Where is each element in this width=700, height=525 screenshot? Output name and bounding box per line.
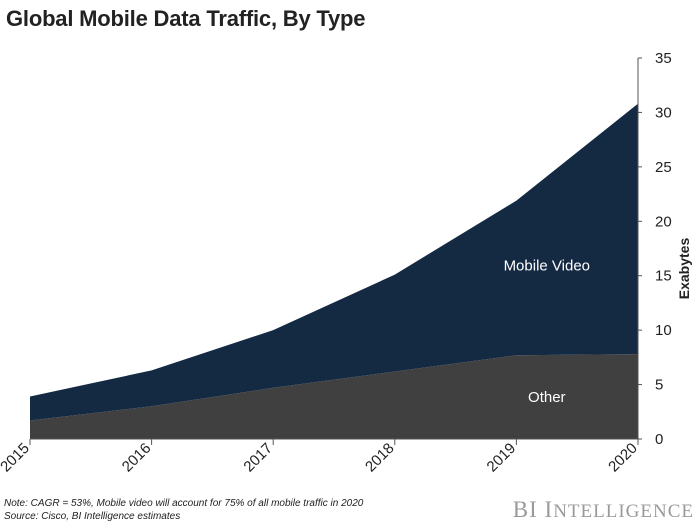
x-tick-label: 2018 (362, 440, 398, 476)
x-tick-label: 2015 (0, 440, 33, 476)
x-tick-label: 2016 (119, 440, 155, 476)
series-label-mobile-video: Mobile Video (504, 258, 590, 275)
footnote: Note: CAGR = 53%, Mobile video will acco… (4, 498, 364, 509)
y-tick-label: 10 (655, 322, 672, 339)
area-layer (30, 103, 638, 439)
area-mobile-video (30, 103, 638, 421)
y-tick-label: 35 (655, 50, 672, 67)
area-other (30, 354, 638, 439)
y-tick-label: 15 (655, 268, 672, 285)
label-layer: Other Mobile Video (504, 258, 590, 406)
bi-intelligence-logo: BI INTELLIGENCE (512, 497, 694, 522)
y-tick-label: 20 (655, 213, 672, 230)
y-tick-label: 25 (655, 159, 672, 176)
y-tick-label: 5 (655, 377, 663, 394)
y-tick-label: 30 (655, 104, 672, 121)
y-tick-label: 0 (655, 431, 663, 448)
x-tick-label: 2017 (240, 440, 276, 476)
x-tick-label: 2020 (605, 440, 641, 476)
y-axis-title: Exabytes (676, 238, 692, 300)
source-note: Source: Cisco, BI Intelligence estimates (4, 511, 181, 522)
x-tick-label: 2019 (484, 440, 520, 476)
chart-title: Global Mobile Data Traffic, By Type (6, 6, 366, 31)
series-label-other: Other (528, 389, 566, 406)
